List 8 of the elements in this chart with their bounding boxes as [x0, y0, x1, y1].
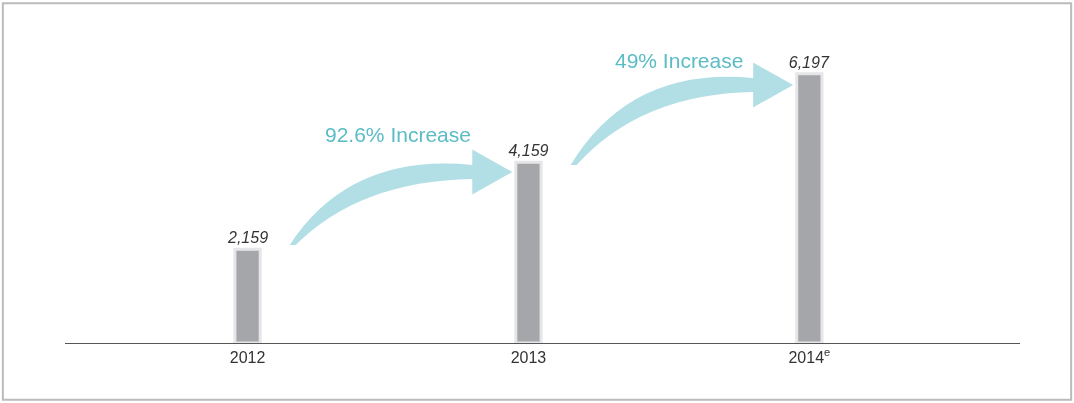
x-tick-label: 2012	[229, 349, 266, 367]
data-label: 6,197	[788, 53, 830, 71]
text: 49% Increase	[615, 49, 744, 72]
data-label: 4,159	[508, 142, 549, 160]
x-tick-label: 2013	[510, 349, 547, 367]
annotation: 92.6% Increase	[325, 123, 471, 146]
data-label: 2,159	[227, 229, 269, 247]
x-tick-label: 2014$^{e}$	[788, 346, 831, 367]
